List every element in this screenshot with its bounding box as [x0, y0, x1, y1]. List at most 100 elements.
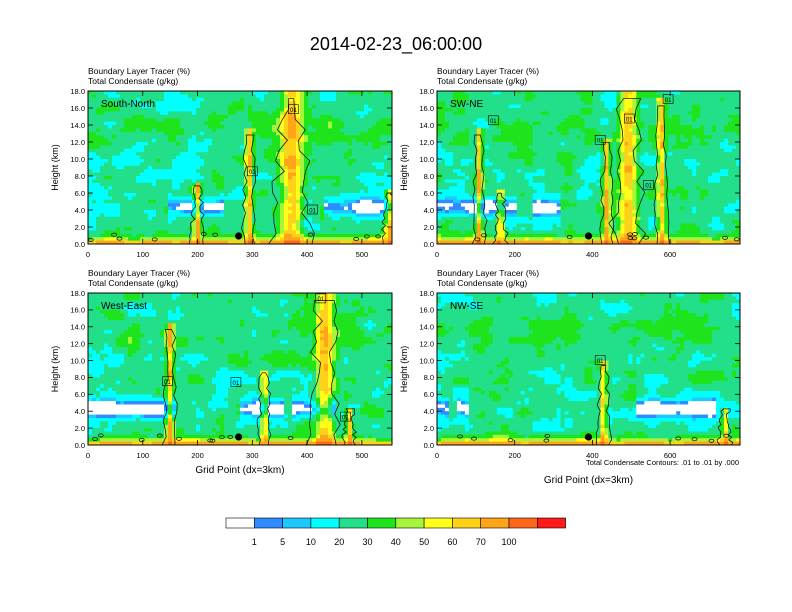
field-cell: [224, 230, 229, 235]
field-cell: [252, 186, 257, 190]
field-cell: [608, 97, 613, 102]
field-cell: [324, 118, 329, 122]
field-cell: [384, 145, 389, 150]
field-cell: [300, 111, 305, 116]
field-cell: [552, 148, 558, 153]
field-cell: [548, 91, 554, 95]
field-cell: [220, 179, 225, 184]
field-cell: [440, 108, 446, 112]
field-cell: [596, 108, 601, 112]
field-cell: [240, 108, 245, 112]
field-cell: [256, 104, 261, 109]
field-cell: [492, 128, 498, 133]
field-cell: [104, 128, 109, 133]
field-cell: [628, 108, 633, 112]
field-cell: [196, 125, 201, 129]
field-cell: [284, 240, 289, 244]
field-cell: [112, 145, 117, 150]
field-cell: [272, 159, 277, 163]
field-cell: [168, 213, 173, 218]
field-cell: [160, 206, 165, 211]
field-cell: [348, 108, 353, 112]
field-cell: [248, 193, 253, 197]
field-cell: [484, 94, 490, 99]
field-cell: [284, 196, 289, 201]
field-cell: [88, 114, 93, 119]
field-cell: [476, 114, 482, 119]
field-cell: [108, 172, 113, 177]
field-cell: [288, 230, 293, 235]
field-cell: [168, 186, 173, 190]
field-cell: [236, 138, 241, 143]
field-cell: [116, 199, 121, 204]
field-cell: [160, 94, 165, 99]
field-cell: [256, 118, 261, 122]
field-cell: [304, 176, 309, 180]
field-cell: [132, 128, 137, 133]
field-cell: [476, 131, 482, 136]
field-cell: [356, 145, 361, 150]
field-cell: [276, 233, 281, 238]
field-cell: [124, 227, 129, 231]
field-cell: [240, 152, 245, 156]
field-cell: [136, 111, 141, 116]
field-cell: [440, 145, 446, 150]
field-cell: [164, 125, 169, 129]
field-cell: [572, 108, 577, 112]
field-cell: [160, 165, 165, 170]
field-cell: [264, 111, 269, 116]
field-cell: [348, 186, 353, 190]
field-cell: [660, 131, 665, 136]
field-cell: [560, 152, 565, 156]
field-cell: [312, 125, 317, 129]
field-cell: [520, 128, 526, 133]
field-cell: [724, 121, 729, 126]
field-cell: [196, 104, 201, 109]
field-cell: [208, 104, 213, 109]
field-cell: [116, 128, 121, 133]
field-cell: [300, 138, 305, 143]
field-cell: [224, 213, 229, 218]
field-cell: [152, 114, 157, 119]
field-cell: [460, 121, 466, 126]
field-cell: [124, 125, 129, 129]
field-cell: [592, 104, 597, 109]
field-cell: [136, 179, 141, 184]
field-cell: [544, 91, 550, 95]
field-cell: [384, 172, 389, 177]
field-cell: [668, 131, 673, 136]
field-cell: [716, 104, 721, 109]
field-cell: [200, 179, 205, 184]
field-cell: [312, 206, 317, 211]
field-cell: [160, 104, 165, 109]
field-cell: [156, 165, 161, 170]
field-cell: [676, 142, 681, 146]
field-cell: [220, 128, 225, 133]
field-cell: [368, 142, 373, 146]
field-cell: [180, 199, 185, 204]
field-cell: [280, 152, 285, 156]
field-cell: [376, 121, 381, 126]
field-cell: [388, 230, 392, 235]
field-cell: [116, 227, 121, 231]
field-cell: [564, 128, 569, 133]
field-cell: [220, 230, 225, 235]
field-cell: [564, 111, 569, 116]
field-cell: [340, 159, 345, 163]
field-cell: [336, 118, 341, 122]
field-cell: [228, 128, 233, 133]
field-cell: [704, 104, 709, 109]
field-cell: [340, 193, 345, 197]
field-cell: [492, 118, 498, 122]
field-cell: [112, 182, 117, 187]
field-cell: [384, 196, 389, 201]
field-cell: [664, 142, 669, 146]
field-cell: [540, 101, 546, 105]
field-cell: [600, 111, 605, 116]
field-cell: [116, 233, 121, 238]
field-cell: [472, 108, 478, 112]
field-cell: [468, 104, 474, 109]
field-cell: [224, 182, 229, 187]
field-cell: [116, 135, 121, 139]
field-cell: [296, 135, 301, 139]
